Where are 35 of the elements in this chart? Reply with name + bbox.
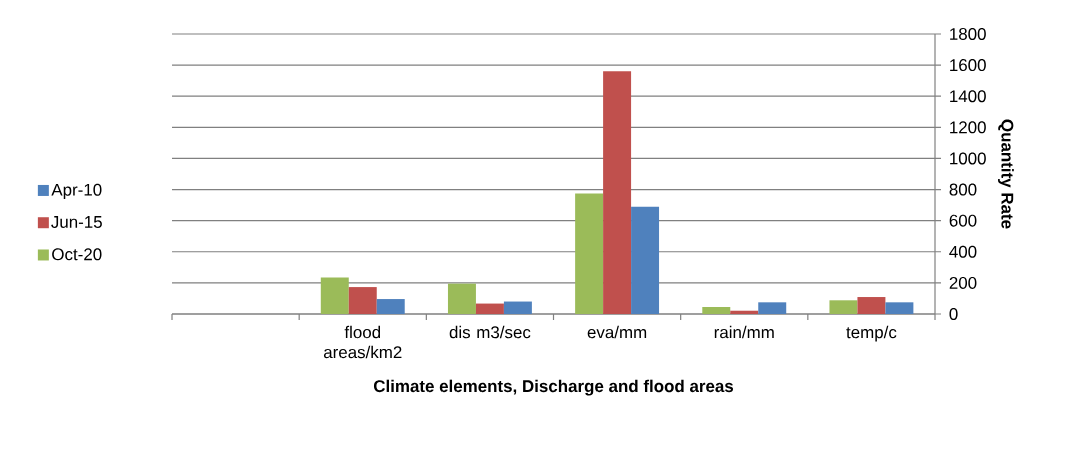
y-tick-label: 600 xyxy=(949,214,977,227)
y-tick-label: 1400 xyxy=(950,90,986,103)
bar xyxy=(829,300,858,314)
bar xyxy=(702,306,731,314)
x-tick-label: eva/mm xyxy=(587,325,647,339)
legend-label: Jun-15 xyxy=(51,216,102,228)
x-tick-label: rain/mm xyxy=(714,325,774,339)
y-tick-label: 1200 xyxy=(950,121,986,134)
bar xyxy=(376,299,405,314)
bar xyxy=(348,287,377,314)
y-tick-label: 800 xyxy=(949,183,977,196)
x-tick-label: flood areas/km2 xyxy=(323,325,402,359)
bar xyxy=(885,302,914,314)
x-axis-title: Climate elements, Discharge and flood areas xyxy=(373,379,734,396)
y-tick-label: 1000 xyxy=(950,152,986,165)
legend-label: Apr-10 xyxy=(51,183,102,200)
x-tick-label: dis m3/sec xyxy=(449,325,531,339)
bar xyxy=(503,301,532,314)
bar xyxy=(320,277,349,314)
bar xyxy=(575,193,604,314)
bar xyxy=(603,71,632,314)
bar xyxy=(730,310,759,314)
y-tick-label: 1800 xyxy=(950,27,986,40)
y-tick-label: 1600 xyxy=(950,59,986,72)
bar xyxy=(758,302,787,314)
y-tick-label: 400 xyxy=(949,245,977,258)
bar xyxy=(857,297,886,314)
legend-label: Oct-20 xyxy=(52,248,102,261)
bar xyxy=(447,283,476,314)
y-tick-label: 200 xyxy=(949,276,977,289)
y-axis-title: Quantity Rate xyxy=(998,119,1014,229)
bar xyxy=(475,303,504,314)
x-tick-label: temp/c xyxy=(846,325,897,342)
y-tick-label: 0 xyxy=(949,307,958,320)
bar xyxy=(631,206,660,314)
